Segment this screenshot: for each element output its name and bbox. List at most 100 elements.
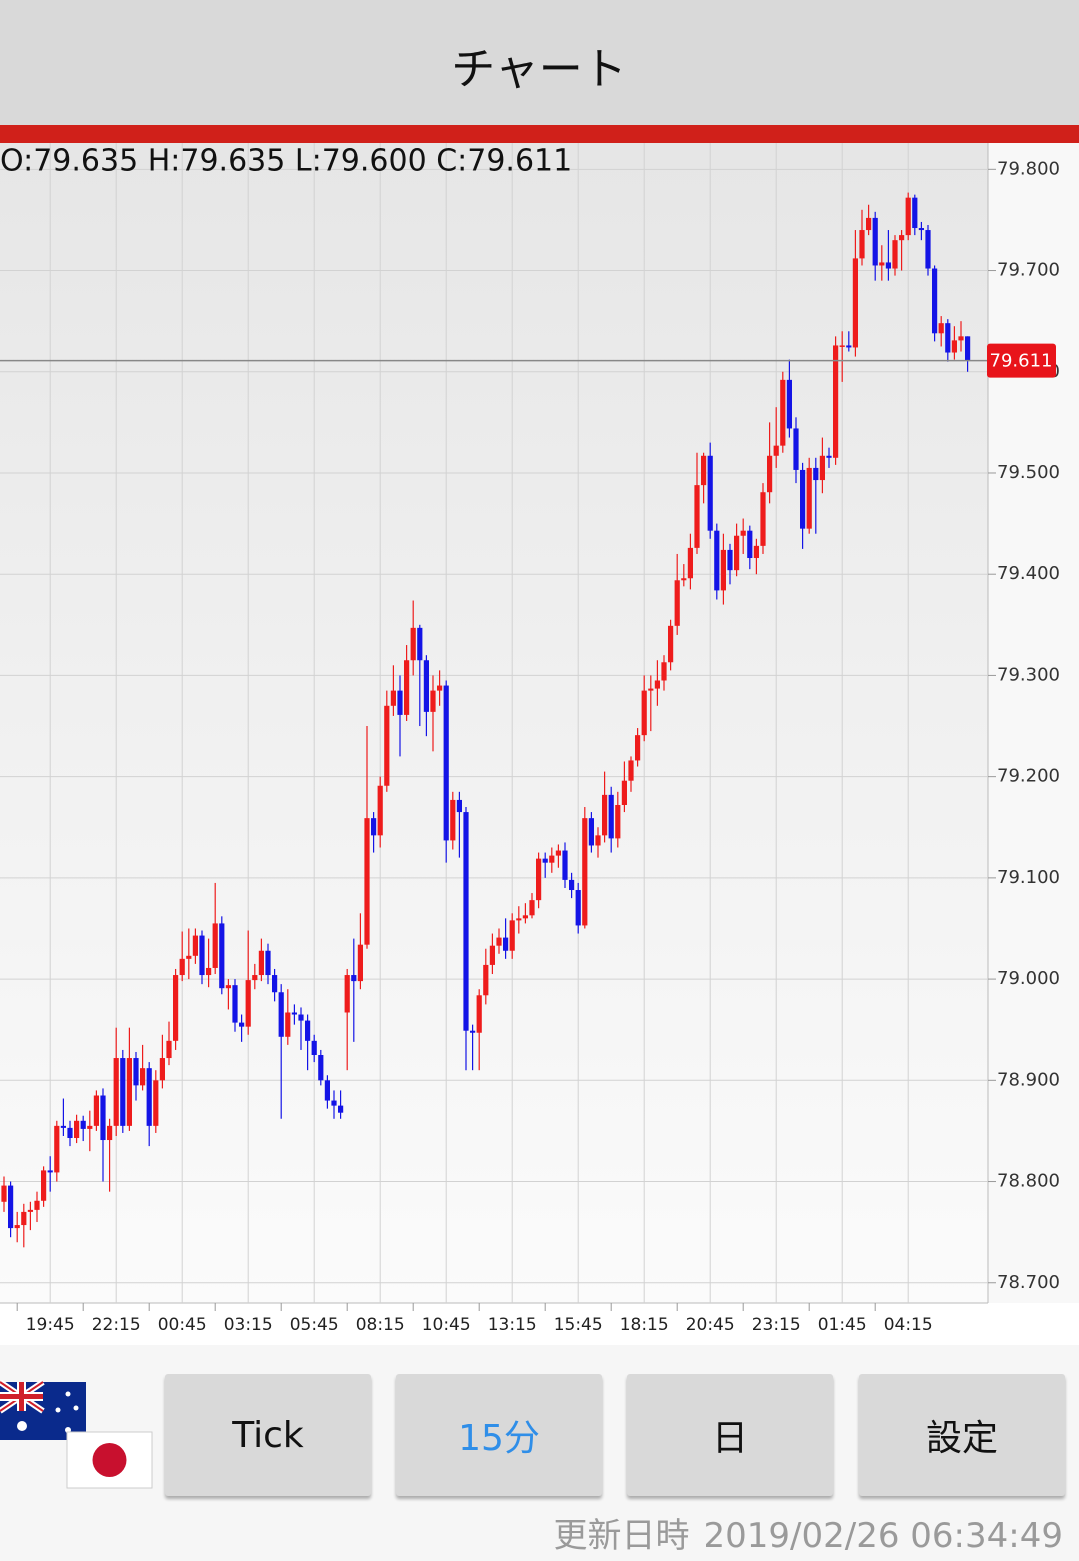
timeframe-button[interactable]: 15分 <box>396 1374 602 1496</box>
candle-body <box>806 467 812 529</box>
candle-body <box>384 705 390 786</box>
candle-body <box>846 345 852 348</box>
candle-body <box>47 1170 53 1173</box>
candle-body <box>404 660 410 715</box>
x-tick-label: 20:45 <box>686 1315 735 1335</box>
candle-body <box>80 1120 86 1129</box>
y-tick-label: 79.100 <box>997 867 1060 888</box>
y-tick-label: 79.500 <box>997 462 1060 483</box>
candle-body <box>113 1058 119 1126</box>
candle-body <box>166 1040 172 1059</box>
candle-body <box>417 627 423 661</box>
candle-body <box>463 812 469 1031</box>
candle-body <box>8 1185 14 1229</box>
candle-body <box>687 547 693 579</box>
x-tick-label: 19:45 <box>26 1315 75 1335</box>
candle-body <box>734 535 740 571</box>
candle-body <box>54 1125 60 1173</box>
candle-body <box>819 455 825 481</box>
timeframe-button[interactable]: 日 <box>627 1374 833 1496</box>
candle-body <box>522 915 528 919</box>
candle-body <box>437 685 443 691</box>
candle-body <box>100 1095 106 1141</box>
jpy-flag <box>66 1431 153 1489</box>
candle-body <box>232 985 238 1023</box>
candle-body <box>965 336 971 361</box>
candle-body <box>1 1185 7 1202</box>
candle-body <box>885 262 891 269</box>
candle-body <box>265 950 271 976</box>
timeframe-button[interactable]: 設定 <box>859 1374 1065 1496</box>
x-tick-label: 05:45 <box>290 1315 339 1335</box>
candle-body <box>377 785 383 836</box>
candle-body <box>338 1105 344 1113</box>
candle-body <box>615 804 621 839</box>
candle-body <box>126 1058 132 1126</box>
last-price-label: 79.611 <box>990 351 1053 372</box>
candle-body <box>107 1125 113 1141</box>
candle-body <box>179 958 185 976</box>
candle-body <box>14 1225 20 1229</box>
x-tick-label: 10:45 <box>422 1315 471 1335</box>
candle-body <box>866 217 872 231</box>
x-axis-area <box>0 1303 1079 1345</box>
header-bar <box>0 0 1079 125</box>
candle-body <box>285 1012 291 1037</box>
update-label: 更新日時 <box>553 1516 690 1556</box>
candle-body <box>602 794 608 836</box>
candle-body <box>344 975 350 1013</box>
candle-body <box>681 578 687 581</box>
candle-body <box>186 955 192 959</box>
candle-body <box>674 580 680 626</box>
candle-body <box>918 228 924 231</box>
candle-body <box>470 1030 476 1033</box>
candle-body <box>272 975 278 993</box>
candle-body <box>542 858 548 863</box>
candle-body <box>569 879 575 891</box>
candle-body <box>489 945 495 965</box>
candle-body <box>727 549 733 571</box>
candle-body <box>740 530 746 536</box>
accent-bar <box>0 125 1079 143</box>
candle-body <box>74 1120 80 1139</box>
x-tick-label: 03:15 <box>224 1315 273 1335</box>
candle-body <box>397 690 403 715</box>
candle-body <box>476 995 482 1033</box>
axis-area <box>988 143 1079 1303</box>
candle-body <box>628 760 634 781</box>
candle-body <box>430 690 436 712</box>
aud-flag <box>0 1380 86 1440</box>
update-time: 更新日時 2019/02/26 06:34:49 <box>540 1508 1063 1557</box>
y-tick-label: 78.900 <box>997 1069 1060 1090</box>
candle-body <box>219 923 225 989</box>
candle-body <box>945 323 951 353</box>
candle-body <box>905 197 911 236</box>
y-tick-label: 79.300 <box>997 664 1060 685</box>
candle-body <box>668 625 674 663</box>
candle-body <box>311 1040 317 1056</box>
candle-body <box>159 1058 165 1081</box>
candle-body <box>371 818 377 836</box>
candle-body <box>140 1068 146 1086</box>
candle-body <box>212 923 218 968</box>
candle-body <box>859 230 865 259</box>
candle-body <box>582 818 588 926</box>
candle-body <box>635 735 641 761</box>
plot-area <box>0 143 988 1303</box>
x-tick-label: 15:45 <box>554 1315 603 1335</box>
candle-body <box>892 240 898 269</box>
candle-body <box>773 445 779 456</box>
candle-body <box>199 935 205 976</box>
candle-body <box>192 935 198 956</box>
candle-body <box>694 485 700 548</box>
candle-body <box>331 1100 337 1106</box>
y-tick-label: 79.700 <box>997 260 1060 281</box>
candle-body <box>357 944 363 982</box>
update-value: 2019/02/26 06:34:49 <box>703 1516 1063 1556</box>
candle-body <box>291 1012 297 1015</box>
candle-body <box>549 855 555 863</box>
candle-body <box>456 799 462 813</box>
timeframe-button[interactable]: Tick <box>165 1374 371 1496</box>
candle-body <box>173 975 179 1041</box>
candle-body <box>714 530 720 591</box>
